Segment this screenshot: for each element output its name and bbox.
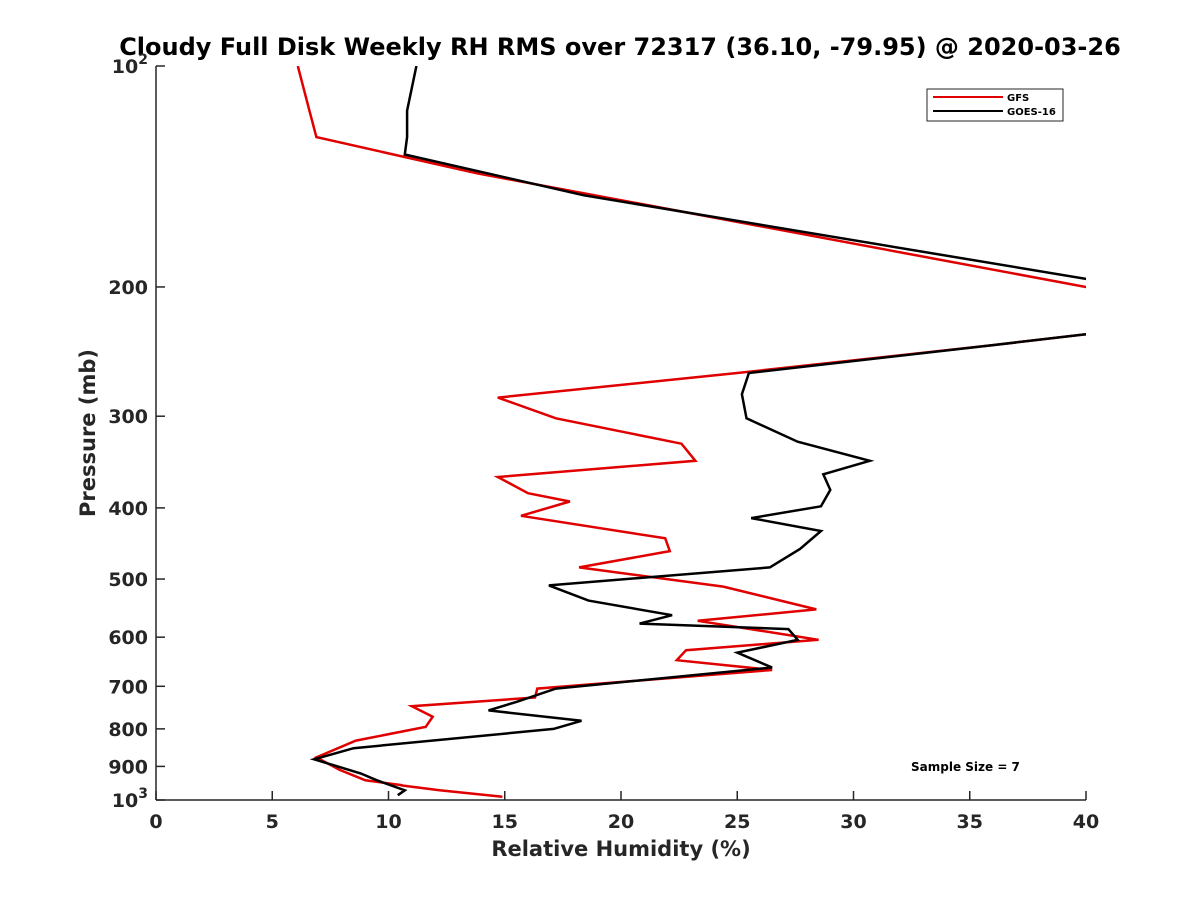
x-tick-label: 40: [1073, 811, 1099, 833]
y-tick-label: 800: [108, 719, 148, 741]
legend-label-goes16: GOES-16: [1007, 107, 1056, 118]
y-tick-label: 300: [108, 406, 148, 428]
y-tick-label: 102: [112, 52, 148, 78]
series-layer: [296, 66, 1086, 799]
x-tick-label: 30: [840, 811, 866, 833]
y-tick-label: 400: [108, 498, 148, 520]
plot-axes: [155, 66, 1086, 801]
y-tick-label: 200: [108, 277, 148, 299]
y-axis-label: Pressure (mb): [76, 349, 100, 517]
legend: GFS GOES-16: [926, 88, 1064, 122]
y-tick-label: 500: [108, 569, 148, 591]
legend-label-gfs: GFS: [1007, 93, 1029, 104]
y-tick-label: 600: [108, 627, 148, 649]
x-tick-label: 5: [266, 811, 279, 833]
y-tick-label: 103: [112, 786, 148, 812]
x-tick-label: 0: [149, 811, 162, 833]
chart-title: Cloudy Full Disk Weekly RH RMS over 7231…: [119, 33, 1121, 61]
legend-box: [926, 88, 1064, 122]
x-axis-label: Relative Humidity (%): [491, 837, 750, 861]
sample-size-annotation: Sample Size = 7: [911, 760, 1020, 774]
y-ticks: 102 200 300 400 500 600 700 800 900 103: [108, 52, 165, 812]
series-line-gfs: [296, 66, 1086, 799]
x-ticks: 0 5 10 15 20 25 30 35 40: [149, 791, 1099, 833]
y-tick-label: 700: [108, 676, 148, 698]
x-tick-label: 35: [957, 811, 983, 833]
x-tick-label: 10: [375, 811, 401, 833]
series-line-goes16: [309, 66, 1086, 797]
x-tick-label: 25: [724, 811, 750, 833]
x-tick-label: 20: [608, 811, 634, 833]
x-tick-label: 15: [492, 811, 518, 833]
y-tick-label: 900: [108, 756, 148, 778]
